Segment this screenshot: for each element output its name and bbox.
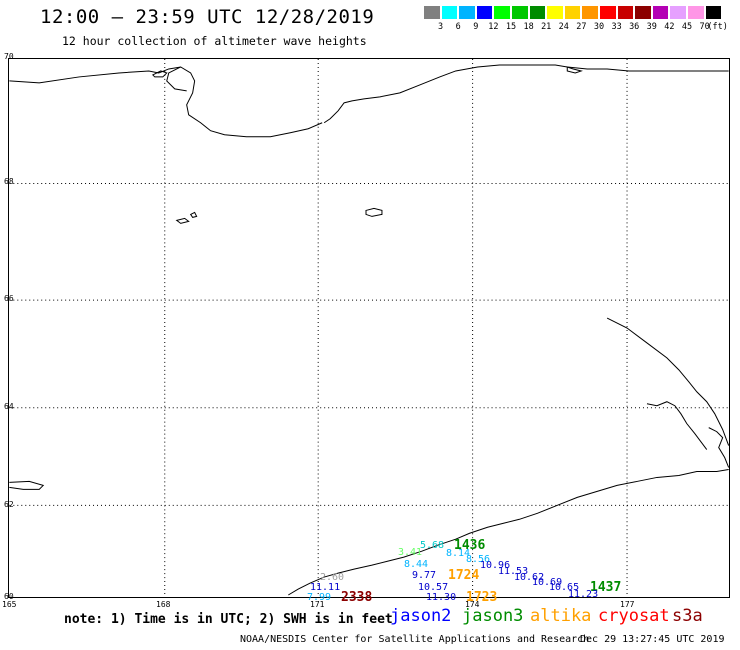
color-legend-swatch xyxy=(634,5,652,20)
wave-obs-label: 3.41 xyxy=(398,547,423,558)
coastline-bay xyxy=(646,401,708,450)
pass-time-label: 2338 xyxy=(341,590,373,605)
wave-obs-label: 10.96 xyxy=(480,560,511,571)
wave-obs-label: 2.60 xyxy=(320,572,345,583)
satellite-legend-cryosat: cryosat xyxy=(598,606,670,626)
color-legend-tick: 33 xyxy=(611,22,622,32)
lat-label-68: 68 xyxy=(4,177,14,186)
lat-label-70: 70 xyxy=(4,52,14,61)
wave-obs-label: 7.99 xyxy=(307,592,332,603)
color-legend-labels: 3 6 9 12 15 18 21 24 27 30 33 36 39 42 45 70 (ft) xyxy=(423,22,733,34)
wave-obs-label: 11.11 xyxy=(310,582,341,593)
satellite-legend-s3a: s3a xyxy=(672,606,703,626)
island-st-lawrence-west xyxy=(9,480,45,490)
pass-time-label: 1724 xyxy=(448,568,480,583)
color-legend-tick: 15 xyxy=(505,22,517,32)
map-canvas xyxy=(8,58,730,598)
wave-obs-label: 9.77 xyxy=(412,570,437,581)
lon-label-168: 168 xyxy=(156,600,171,609)
color-legend-swatch xyxy=(458,5,476,20)
lat-label-66: 66 xyxy=(4,294,14,303)
color-legend-swatch xyxy=(440,5,459,20)
color-legend-swatch xyxy=(651,5,670,20)
color-legend-swatch xyxy=(704,5,723,20)
coastlines xyxy=(9,64,729,596)
color-legend-swatch xyxy=(423,5,441,20)
pass-time-label: 1437 xyxy=(590,580,622,595)
wave-obs-label: 11.53 xyxy=(498,566,529,577)
coastline-pt-hope xyxy=(566,66,583,74)
color-legend-tick: 42 xyxy=(664,22,675,32)
lon-label-165: 165 xyxy=(2,600,17,609)
wave-obs-label: 10.57 xyxy=(418,582,449,593)
lon-label-174: 174 xyxy=(465,600,480,609)
lon-label-177: 177 xyxy=(620,600,635,609)
pass-time-label: 1436 xyxy=(454,538,486,553)
color-legend-swatch xyxy=(510,5,529,20)
coastline-north xyxy=(9,64,729,138)
color-legend-tick: 27 xyxy=(576,22,587,32)
color-legend-tick: 36 xyxy=(629,22,640,32)
color-legend-tick: 39 xyxy=(646,22,657,32)
wave-obs-label: 11.23 xyxy=(568,589,599,600)
island-king xyxy=(365,207,383,217)
coastline-kotzebue-spit xyxy=(151,70,168,78)
satellite-legend-jason2: jason2 xyxy=(390,606,452,626)
color-legend-swatch xyxy=(581,5,599,20)
map-subtitle: 12 hour collection of altimeter wave hei… xyxy=(62,34,367,48)
color-legend-swatch xyxy=(493,5,511,20)
lon-label-171: 171 xyxy=(310,600,325,609)
color-legend-swatch xyxy=(546,5,564,20)
lat-label-62: 62 xyxy=(4,500,14,509)
footer-note: note: 1) Time is in UTC; 2) SWH is in fe… xyxy=(64,612,393,627)
color-legend-swatch xyxy=(616,5,635,20)
coastline-lagoon xyxy=(166,66,187,92)
coastline-south xyxy=(288,468,729,596)
color-legend-tick: 3 xyxy=(438,22,444,32)
map-title: 12:00 – 23:59 UTC 12/28/2019 xyxy=(40,6,375,28)
color-legend-tick: 24 xyxy=(558,22,569,32)
island-small-1 xyxy=(175,217,190,224)
color-legend-swatch xyxy=(598,5,617,20)
color-legend-swatch xyxy=(669,5,687,20)
wave-obs-label: 8.56 xyxy=(466,554,491,565)
generation-timestamp: Dec 29 13:27:45 UTC 2019 xyxy=(580,634,725,645)
color-legend-tick: 45 xyxy=(681,22,693,32)
color-legend-tick: 70 xyxy=(699,22,710,32)
color-legend-tick: 21 xyxy=(541,22,552,32)
wave-obs-label: 5.68 xyxy=(420,540,445,551)
color-legend-tick: 12 xyxy=(488,22,499,32)
island-small-2 xyxy=(189,211,198,218)
graticule xyxy=(9,59,729,597)
wave-obs-label: 8.14 xyxy=(446,548,471,559)
lat-label-60: 60 xyxy=(4,592,14,601)
coastline-east xyxy=(606,317,729,446)
lat-label-64: 64 xyxy=(4,402,14,411)
coastline-inlet xyxy=(708,427,729,468)
color-legend-swatch xyxy=(528,5,547,20)
color-legend-bar xyxy=(423,5,723,20)
color-legend-tick: 9 xyxy=(473,22,479,32)
color-legend-tick: 18 xyxy=(523,22,534,32)
pass-time-label: 1723 xyxy=(466,590,498,605)
satellite-legend-altika: altika xyxy=(530,606,592,626)
color-legend-swatch xyxy=(686,5,705,20)
wave-obs-label: 10.62 xyxy=(514,572,545,583)
color-legend-tick: 30 xyxy=(593,22,605,32)
color-legend-unit: (ft) xyxy=(707,22,728,32)
satellite-legend-jason3: jason3 xyxy=(462,606,524,626)
color-legend-tick: 6 xyxy=(455,22,461,32)
color-legend-swatch xyxy=(563,5,582,20)
wave-obs-label: 8.44 xyxy=(404,559,429,570)
credit-line: NOAA/NESDIS Center for Satellite Applica… xyxy=(240,634,590,645)
wave-obs-label: 10.69 xyxy=(532,577,563,588)
color-legend-swatch xyxy=(475,5,494,20)
wave-obs-label: 11.30 xyxy=(426,592,457,603)
wave-obs-label: 10.65 xyxy=(549,582,580,593)
